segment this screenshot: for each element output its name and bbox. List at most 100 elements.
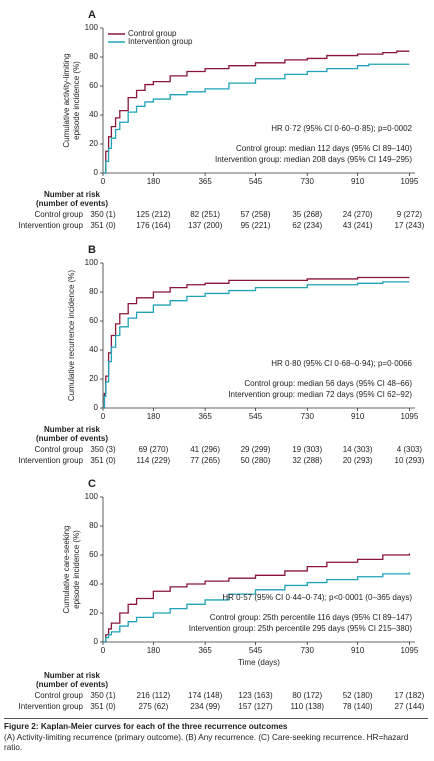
panel-label: B [88,244,96,256]
x-tick-label: 730 [301,412,315,421]
risk-table-title: Number at risk [44,190,101,199]
y-tick-label: 40 [89,345,98,354]
risk-cell: 350 (1) [90,210,116,219]
x-tick-label: 730 [301,646,315,655]
y-tick-label: 60 [89,550,98,559]
y-tick-label: 80 [89,52,98,61]
annotation: HR 0·72 (95% CI 0·60–0·85); p=0·0002 [271,124,412,133]
risk-cell: 62 (234) [292,221,322,230]
x-tick-label: 1095 [401,412,419,421]
risk-cell: 110 (138) [290,702,324,711]
km-curve [103,63,410,174]
risk-cell: 29 (299) [241,445,271,454]
risk-cell: 32 (288) [292,456,322,465]
annotation: HR 0·57 (95% CI 0·44–0·74); p<0·0001 (0–… [222,593,412,602]
risk-cell: 41 (296) [190,445,220,454]
risk-table-title: (number of events) [36,434,108,443]
risk-cell: 125 (212) [136,210,171,219]
risk-cell: 176 (164) [136,221,171,230]
risk-cell: 77 (265) [190,456,220,465]
y-tick-label: 0 [94,168,99,177]
km-curve [103,572,411,643]
risk-cell: 69 (270) [138,445,168,454]
x-tick-label: 545 [249,646,263,655]
x-tick-label: 180 [147,646,161,655]
x-axis-label: Time (days) [238,658,280,667]
x-tick-label: 365 [198,177,212,186]
km-curve [103,553,411,643]
risk-cell: 351 (0) [90,456,116,465]
risk-table-title: (number of events) [36,680,108,689]
risk-row-label: Intervention group [19,702,84,711]
risk-cell: 174 (148) [188,691,223,700]
risk-cell: 350 (1) [90,691,116,700]
annotation: Intervention group: median 72 days (95% … [228,390,412,399]
risk-row-label: Control group [35,210,84,219]
legend-label: Intervention group [128,37,193,46]
risk-cell: 80 (172) [292,691,322,700]
risk-cell: 4 (303) [397,445,423,454]
x-tick-label: 365 [198,646,212,655]
y-axis-label: episode incidence (%) [72,61,81,140]
y-tick-label: 20 [89,374,98,383]
risk-cell: 35 (268) [292,210,322,219]
risk-cell: 137 (200) [188,221,223,230]
risk-cell: 114 (229) [137,456,171,465]
y-axis-label: episode incidence (%) [72,530,81,609]
risk-cell: 10 (293) [395,456,425,465]
risk-row-label: Control group [35,691,84,700]
km-curve [103,276,410,409]
x-tick-label: 910 [351,412,365,421]
risk-cell: 351 (0) [90,221,116,230]
risk-cell: 78 (140) [343,702,373,711]
legend-label: Control group [128,29,177,38]
x-tick-label: 365 [198,412,212,421]
annotation: Control group: median 56 days (95% CI 48… [244,379,412,388]
figure: A 0 20 40 60 80 100 0 180 365 545 730 910 1095 Cumulat… [19,9,425,711]
annotation: Intervention group: 25th percentile 295 … [189,624,413,633]
annotation: Intervention group: median 208 days (95%… [215,155,412,164]
risk-cell: 82 (251) [190,210,220,219]
y-axis-label: Cumulative care-seeking [62,525,71,613]
risk-cell: 234 (99) [190,702,220,711]
risk-cell: 50 (280) [241,456,271,465]
y-tick-label: 100 [85,492,99,501]
x-tick-label: 180 [147,412,161,421]
annotation: HR 0·80 (95% CI 0·68–0·94); p=0·0066 [271,359,412,368]
risk-table-title: Number at risk [44,671,101,680]
y-tick-label: 40 [89,110,98,119]
risk-cell: 52 (180) [343,691,373,700]
risk-cell: 157 (127) [238,702,273,711]
risk-table-title: Number at risk [44,425,101,434]
risk-cell: 24 (270) [343,210,373,219]
caption: Figure 2: Kaplan-Meier curves for each o… [4,718,428,754]
risk-cell: 17 (182) [395,691,425,700]
risk-cell: 14 (303) [343,445,373,454]
risk-row-label: Control group [35,445,84,454]
risk-cell: 43 (241) [343,221,373,230]
risk-cell: 19 (303) [292,445,322,454]
y-tick-label: 0 [94,637,99,646]
x-tick-label: 910 [351,177,365,186]
x-tick-label: 910 [351,646,365,655]
y-tick-label: 20 [89,608,98,617]
x-tick-label: 1095 [401,646,419,655]
y-tick-label: 40 [89,579,98,588]
risk-table-title: (number of events) [36,199,108,208]
x-tick-label: 1095 [401,177,419,186]
y-tick-label: 20 [89,139,98,148]
y-tick-label: 80 [89,521,98,530]
y-tick-label: 100 [85,258,99,267]
y-axis-label: Cumulative activity-limiting [62,53,71,147]
risk-cell: 350 (3) [90,445,116,454]
x-tick-label: 0 [101,412,106,421]
x-tick-label: 545 [249,412,263,421]
panel-label: C [88,478,96,490]
annotation: Control group: 25th percentile 116 days … [210,613,413,622]
x-tick-label: 545 [249,177,263,186]
annotation: Control group: median 112 days (95% CI 8… [236,144,412,153]
y-tick-label: 60 [89,316,98,325]
x-tick-label: 0 [101,646,106,655]
y-tick-label: 100 [85,23,99,32]
risk-row-label: Intervention group [19,456,84,465]
